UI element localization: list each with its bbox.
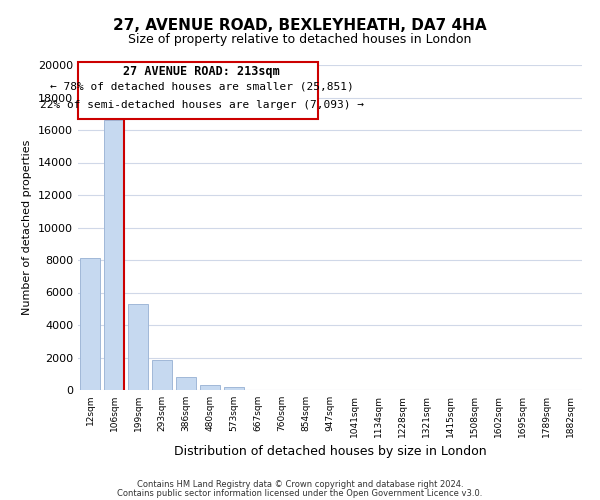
Text: Contains public sector information licensed under the Open Government Licence v3: Contains public sector information licen… [118, 488, 482, 498]
Text: 27, AVENUE ROAD, BEXLEYHEATH, DA7 4HA: 27, AVENUE ROAD, BEXLEYHEATH, DA7 4HA [113, 18, 487, 32]
X-axis label: Distribution of detached houses by size in London: Distribution of detached houses by size … [173, 446, 487, 458]
Bar [200, 385, 220, 390]
Bar [80, 258, 100, 390]
Text: Size of property relative to detached houses in London: Size of property relative to detached ho… [128, 32, 472, 46]
Bar [224, 387, 244, 390]
Bar [104, 120, 124, 390]
FancyBboxPatch shape [79, 62, 318, 118]
Text: Contains HM Land Registry data © Crown copyright and database right 2024.: Contains HM Land Registry data © Crown c… [137, 480, 463, 489]
Y-axis label: Number of detached properties: Number of detached properties [22, 140, 32, 315]
Text: 22% of semi-detached houses are larger (7,093) →: 22% of semi-detached houses are larger (… [40, 100, 364, 110]
Bar [176, 377, 196, 390]
Bar [128, 304, 148, 390]
Text: ← 78% of detached houses are smaller (25,851): ← 78% of detached houses are smaller (25… [50, 82, 354, 92]
Bar [152, 360, 172, 390]
Text: 27 AVENUE ROAD: 213sqm: 27 AVENUE ROAD: 213sqm [124, 65, 280, 78]
